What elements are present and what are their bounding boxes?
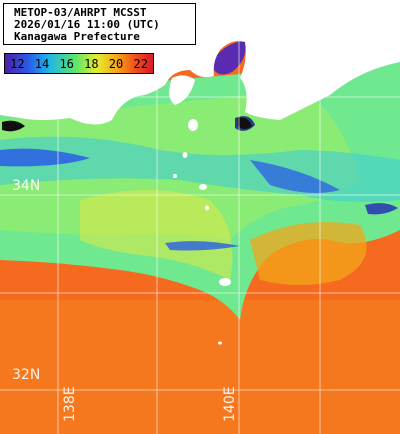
temperature-legend: 12 14 16 18 20 22	[4, 53, 154, 74]
lon-label-140e: 140E	[222, 386, 238, 422]
legend-tick: 18	[84, 56, 99, 71]
cold-streak	[365, 203, 398, 215]
yellow-water-patch	[80, 190, 233, 280]
lat-label-32n: 32N	[12, 367, 41, 383]
purple-bay-water	[214, 41, 246, 75]
legend-tick: 16	[59, 56, 74, 71]
orange-water-patch	[250, 222, 367, 285]
timestamp: 2026/01/16 11:00 (UTC)	[14, 18, 160, 31]
legend-tick: 12	[10, 56, 25, 71]
lon-label-138e: 138E	[62, 386, 78, 422]
land-peninsula	[169, 75, 195, 105]
cloud-mask	[238, 117, 252, 129]
island	[199, 184, 207, 190]
map-title-box: METOP-03/AHRPT MCSST 2026/01/16 11:00 (U…	[3, 3, 196, 45]
island	[173, 174, 177, 178]
legend-tick: 22	[133, 56, 148, 71]
region-name: Kanagawa Prefecture	[14, 30, 140, 43]
warm-water-south	[0, 300, 400, 434]
island	[205, 205, 209, 211]
cold-streak	[0, 148, 90, 167]
island	[188, 119, 198, 131]
island	[182, 152, 188, 158]
cold-streak	[165, 241, 240, 251]
legend-tick: 20	[108, 56, 124, 71]
island	[219, 278, 231, 286]
cloud-mask	[2, 120, 25, 132]
satellite-title: METOP-03/AHRPT MCSST	[14, 6, 147, 19]
island	[218, 341, 222, 345]
lat-label-34n: 34N	[12, 178, 41, 194]
cold-streak	[250, 160, 340, 194]
legend-tick: 14	[34, 56, 50, 71]
